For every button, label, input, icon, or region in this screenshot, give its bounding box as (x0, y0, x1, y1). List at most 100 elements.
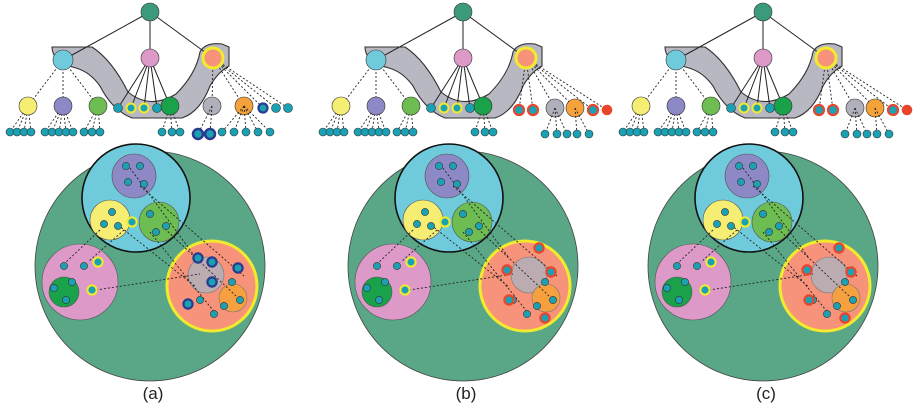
leaf-node (708, 127, 718, 137)
purple-node (666, 96, 686, 116)
tree-edge (554, 107, 558, 135)
leaf-node (751, 102, 763, 114)
root-node (453, 2, 473, 22)
cluster-hull (51, 43, 230, 119)
leaf-node (80, 262, 88, 270)
leaf-node (373, 262, 381, 270)
tree-edge (209, 105, 213, 135)
leaf-node (549, 296, 557, 304)
leaf-node (775, 222, 783, 230)
tree-edge (62, 11, 151, 61)
leaf-node (439, 216, 451, 228)
tree-edge (854, 107, 858, 135)
leaf-node (584, 129, 594, 139)
leaf-node (241, 127, 251, 137)
tree-edge (462, 11, 527, 59)
purple-node (366, 96, 386, 116)
salmon-node (201, 46, 225, 70)
tree-edge (375, 11, 464, 61)
leaf-node (823, 310, 831, 318)
dark-green-node (473, 96, 493, 116)
leaf-node (95, 127, 105, 137)
cross-edge (408, 273, 514, 291)
leaf-node (765, 103, 775, 113)
leaf-node (196, 296, 204, 304)
leaf-node (87, 127, 97, 137)
cross-edge (117, 224, 197, 288)
leaf-node (901, 104, 913, 116)
leaf-node (421, 208, 429, 216)
leaf-node (152, 228, 160, 236)
root-node (140, 2, 160, 22)
purple-circle (724, 153, 770, 199)
leaf-node (228, 278, 236, 286)
leaf-node (833, 242, 845, 254)
leaf-node (886, 103, 900, 117)
tree-edge (762, 11, 827, 59)
leaf-node (50, 284, 58, 292)
leaf-node (451, 102, 463, 114)
cyan-node (665, 49, 687, 71)
leaf-node (727, 222, 735, 230)
panel-c: (c) (613, 0, 919, 413)
leaf-node (122, 162, 130, 170)
leaf-node (217, 127, 227, 137)
cross-edge (87, 229, 125, 263)
leaf-node (438, 102, 450, 114)
leaf-node (182, 298, 194, 310)
salmon-node (814, 46, 838, 70)
cross-edge (742, 167, 810, 259)
leaf-node (840, 129, 850, 139)
cross-edge (708, 273, 814, 291)
pink-node (753, 48, 773, 68)
leaf-node (849, 296, 857, 304)
tree-edge (221, 105, 245, 133)
leaf-node (839, 312, 851, 324)
leaf-node (503, 294, 515, 306)
leaf-node (449, 162, 457, 170)
leaf-node (162, 222, 170, 230)
tree-edge (243, 105, 247, 133)
leaf-node (533, 302, 541, 310)
tree-edge (243, 105, 259, 133)
leaf-node (152, 103, 162, 113)
leaf-node (265, 127, 275, 137)
leaf-node (92, 256, 104, 268)
leaf-node (705, 256, 717, 268)
leaf-node (108, 208, 116, 216)
cyan-node (52, 49, 74, 71)
tree-edge (574, 107, 578, 135)
leaf-node (257, 102, 269, 114)
light-green-node (401, 96, 421, 116)
leaf-node (737, 178, 745, 186)
yellow-node (18, 96, 38, 116)
leaf-node (699, 284, 711, 296)
leaf-node (393, 262, 401, 270)
tree-edge (854, 107, 868, 135)
leaf-node (125, 102, 137, 114)
cyan-node (365, 49, 387, 71)
leaf-node (533, 242, 545, 254)
leaf-node (713, 220, 721, 228)
leaf-node (872, 129, 882, 139)
leaf-node (68, 278, 76, 286)
cross-edge (700, 229, 738, 263)
leaf-node (692, 127, 702, 137)
leaf-node (601, 104, 613, 116)
dark-green-node (773, 96, 793, 116)
leaf-node (663, 284, 671, 292)
leaf-node (375, 296, 383, 304)
tree-edge (554, 107, 568, 135)
leaf-node (229, 127, 239, 137)
leaf-node (826, 103, 840, 117)
leaf-node (721, 208, 729, 216)
tree-edge (197, 105, 213, 135)
leaf-node (426, 103, 436, 113)
leaf-node (545, 266, 557, 278)
leaf-node (271, 103, 281, 113)
leaf-node (381, 278, 389, 286)
root-node (753, 2, 773, 22)
yellow-node (331, 96, 351, 116)
leaf-node (126, 216, 138, 228)
cross-edge (452, 185, 558, 277)
